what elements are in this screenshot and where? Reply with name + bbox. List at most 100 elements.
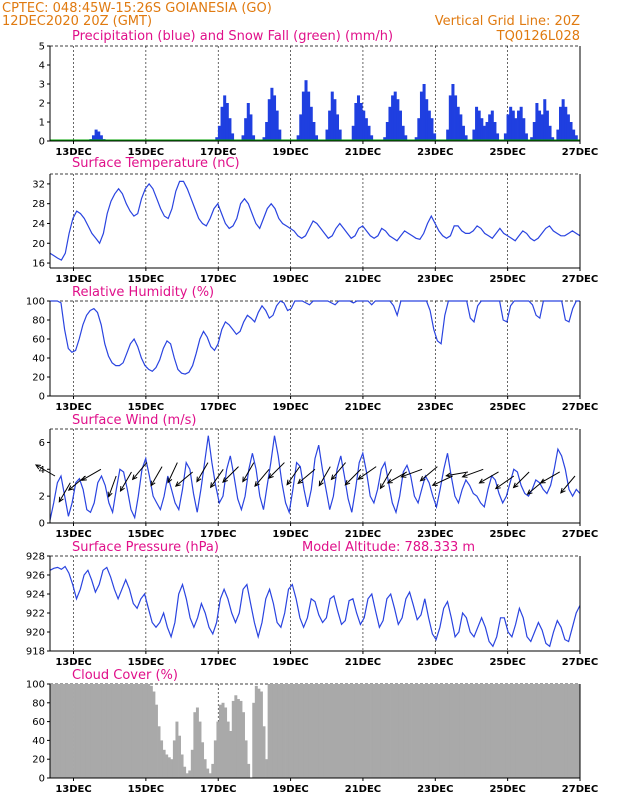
- cloud-bar: [103, 684, 107, 778]
- wind-arrow-head: [174, 481, 181, 487]
- precip-bar: [333, 99, 337, 141]
- x-tick-label: 17DEC: [200, 784, 236, 795]
- wind-arrow-head: [119, 486, 125, 493]
- cloud-bar: [564, 684, 568, 778]
- temperature-title: Surface Temperature (nC): [72, 156, 240, 171]
- series-line: [49, 435, 581, 521]
- cloud-bar: [329, 684, 333, 778]
- precip-bar: [482, 125, 486, 141]
- precip-bar: [265, 122, 269, 141]
- wind-arrow: [446, 471, 469, 477]
- cloud-bar: [451, 684, 455, 778]
- x-tick-label: 19DEC: [272, 657, 308, 668]
- precip-bar: [312, 122, 316, 141]
- cloud-bar: [257, 688, 261, 778]
- cloud-bar: [277, 684, 281, 778]
- precip-bar: [244, 118, 248, 141]
- cloud-bar: [467, 684, 471, 778]
- x-tick-label: 25DEC: [489, 529, 525, 540]
- cloud-bar: [462, 684, 466, 778]
- y-tick-label: 32: [32, 179, 45, 190]
- wind-arrow-head: [150, 480, 156, 487]
- wind-arrow-head: [107, 491, 113, 498]
- x-tick-label: 13DEC: [55, 529, 91, 540]
- cloud-bar: [221, 702, 225, 778]
- cloud-bar: [398, 684, 402, 778]
- cloud-bar: [480, 684, 484, 778]
- precip-bar: [267, 99, 271, 141]
- precip-bar: [231, 133, 235, 141]
- precip-bar: [566, 114, 570, 141]
- y-tick-label: 24: [32, 219, 45, 230]
- cloud-bar: [439, 684, 443, 778]
- precip-bar: [215, 137, 219, 141]
- x-tick-label: 19DEC: [272, 529, 308, 540]
- cloud-bar: [188, 770, 192, 778]
- cloud-bar: [165, 754, 169, 778]
- cloud-bar: [134, 684, 138, 778]
- wind-arrow-head: [196, 476, 202, 483]
- wind-arrow-head: [560, 487, 566, 494]
- humidity-title: Relative Humidity (%): [72, 285, 214, 300]
- precip-bar: [94, 129, 98, 141]
- wind-arrow: [108, 475, 117, 497]
- cloud-bar: [533, 684, 537, 778]
- wind-arrow: [318, 466, 331, 486]
- wind-arrow-head: [379, 483, 385, 490]
- cloud-bar: [411, 684, 414, 778]
- cloud-bar: [434, 684, 438, 778]
- cloud-bar: [469, 684, 473, 778]
- wind-arrow-head: [400, 472, 407, 478]
- cloud-bar: [201, 742, 205, 778]
- cloud-bar: [523, 684, 527, 778]
- cloud-bar: [96, 684, 100, 778]
- cloud-bar: [364, 684, 368, 778]
- cloud-bar: [93, 684, 97, 778]
- cloud-bar: [428, 684, 432, 778]
- cloud-bar: [536, 684, 540, 778]
- precip-bar: [419, 91, 423, 141]
- wind-arrow-head: [494, 484, 501, 490]
- cloud-bar: [431, 684, 435, 778]
- precip-bar: [393, 91, 397, 141]
- wind-arrow: [462, 468, 484, 478]
- cloud-bar: [244, 740, 248, 778]
- cloud-bar: [149, 685, 153, 778]
- wind-arrow: [432, 475, 453, 486]
- x-tick-label: 17DEC: [200, 657, 236, 668]
- cloud-bar: [556, 684, 560, 778]
- header-line2: 12DEC2020 20Z (GMT): [2, 14, 152, 29]
- precip-bar: [464, 135, 468, 141]
- cloud-bar: [326, 684, 330, 778]
- x-tick-label: 21DEC: [345, 529, 381, 540]
- precip-bar: [223, 95, 227, 141]
- cloud-bar: [106, 684, 110, 778]
- y-tick-label: 0: [39, 392, 45, 403]
- y-tick-label: 4: [39, 61, 45, 72]
- precip-bar: [561, 99, 565, 141]
- x-tick-label: 27DEC: [562, 402, 598, 413]
- cloud-bar: [490, 684, 494, 778]
- cloud-bar: [464, 684, 468, 778]
- x-tick-label: 27DEC: [562, 147, 598, 158]
- cloud-bar: [126, 684, 130, 778]
- precip-bar: [514, 118, 518, 141]
- wind-arrow-head: [344, 479, 351, 486]
- precipitation-title: Precipitation (blue) and Snow Fall (gree…: [72, 29, 393, 44]
- wind-arrow-head: [431, 481, 438, 486]
- precip-bar: [459, 114, 463, 141]
- cloud-bar: [377, 684, 381, 778]
- cloud-bar: [418, 684, 422, 778]
- cloud-bar: [311, 684, 315, 778]
- x-tick-label: 25DEC: [489, 274, 525, 285]
- cloud-bar: [183, 766, 187, 778]
- x-tick-label: 21DEC: [345, 402, 381, 413]
- cloud-bar: [88, 684, 92, 778]
- x-tick-label: 27DEC: [562, 784, 598, 795]
- precip-bar: [383, 137, 387, 141]
- x-tick-label: 17DEC: [200, 402, 236, 413]
- wind-arrow-head: [286, 479, 292, 486]
- x-tick-label: 13DEC: [55, 784, 91, 795]
- cloud-bar: [503, 684, 507, 778]
- cloud-bar: [492, 684, 496, 778]
